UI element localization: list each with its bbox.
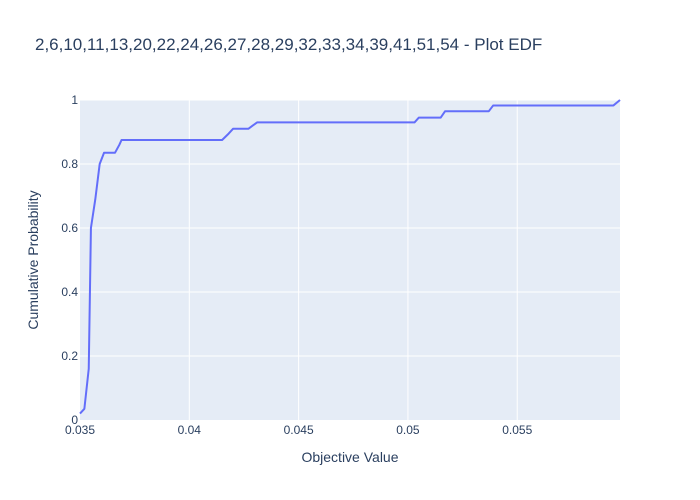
y-gridlines bbox=[80, 99, 620, 357]
x-gridlines bbox=[188, 100, 518, 420]
y-tick-label: 0.2 bbox=[61, 349, 78, 363]
x-tick-label: 0.05 bbox=[396, 423, 420, 437]
y-tick-label: 0.4 bbox=[61, 285, 78, 299]
plot-area[interactable] bbox=[80, 100, 620, 420]
x-tick-label: 0.045 bbox=[284, 423, 314, 437]
x-axis-title: Objective Value bbox=[301, 449, 398, 465]
y-tick-label: 0 bbox=[71, 413, 78, 427]
chart-title: 2,6,10,11,13,20,22,24,26,27,28,29,32,33,… bbox=[35, 35, 542, 54]
x-tick-label: 0.04 bbox=[178, 423, 202, 437]
y-tick-label: 0.8 bbox=[61, 157, 78, 171]
x-axis-ticks: 0.035 0.04 0.045 0.05 0.055 bbox=[65, 423, 533, 437]
y-tick-label: 0.6 bbox=[61, 221, 78, 235]
y-axis-title: Cumulative Probability bbox=[25, 190, 41, 329]
y-axis-ticks: 0 0.2 0.4 0.6 0.8 1 bbox=[61, 93, 78, 427]
edf-series-line[interactable] bbox=[79, 99, 621, 415]
x-tick-label: 0.035 bbox=[65, 423, 95, 437]
x-tick-label: 0.055 bbox=[502, 423, 532, 437]
y-tick-label: 1 bbox=[71, 93, 78, 107]
